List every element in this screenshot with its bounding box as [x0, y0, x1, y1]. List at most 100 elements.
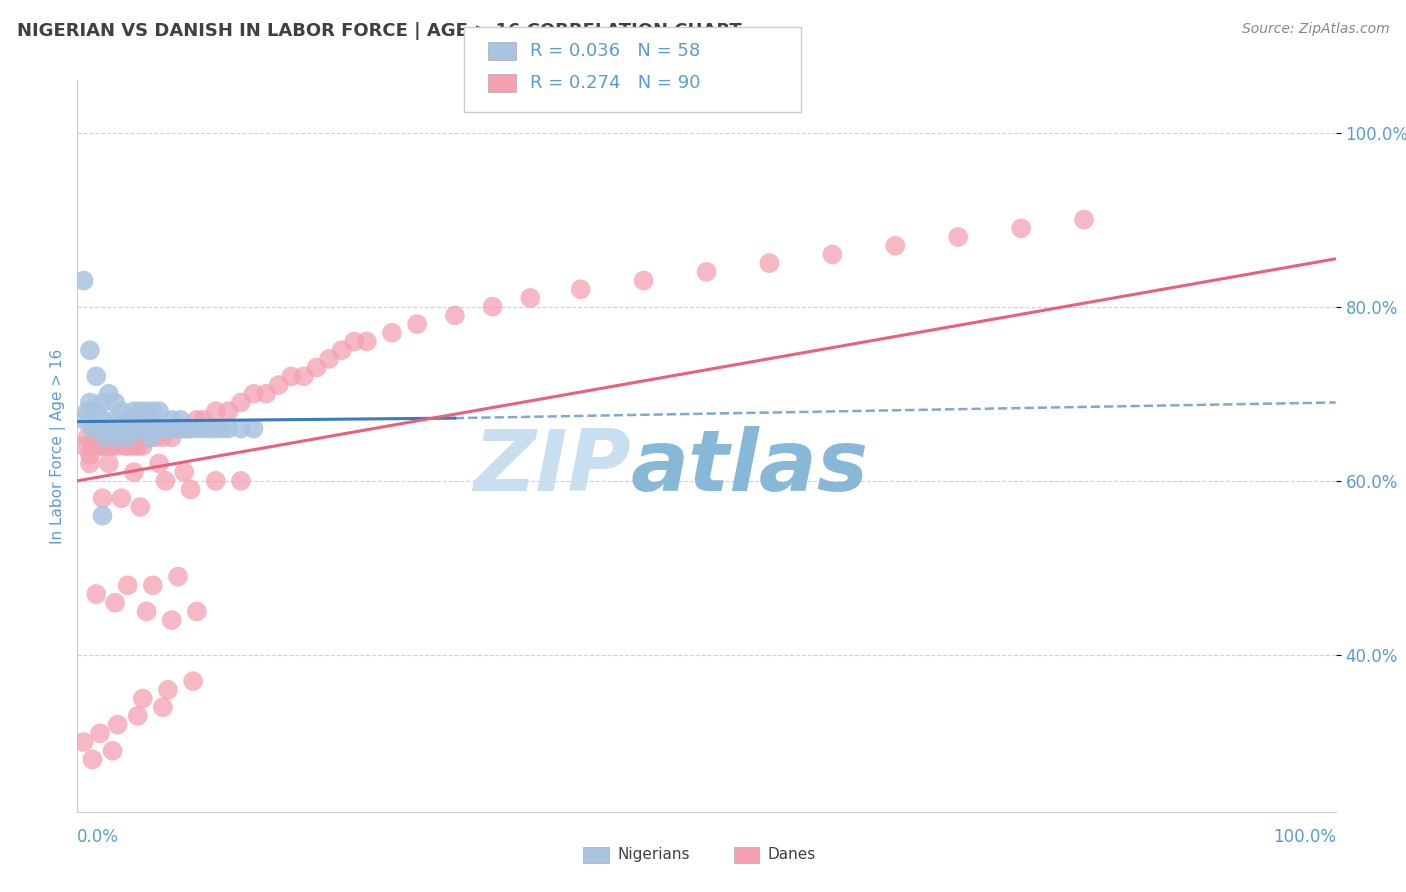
Point [132, 691, 155, 706]
Text: R = 0.036   N = 58: R = 0.036 N = 58 [530, 42, 700, 60]
Point [89, 421, 111, 435]
Point [155, 421, 177, 435]
Point [110, 404, 132, 418]
Point [122, 404, 145, 418]
Point [758, 256, 780, 270]
Point [139, 430, 162, 444]
Point [127, 439, 149, 453]
Point [173, 421, 195, 435]
Point [117, 430, 139, 444]
Point [152, 700, 174, 714]
Point [117, 413, 139, 427]
Text: Nigerians: Nigerians [617, 847, 690, 862]
Point [167, 421, 190, 435]
Point [110, 421, 132, 435]
Point [155, 421, 177, 435]
Point [305, 360, 328, 375]
Point [1073, 212, 1095, 227]
Point [444, 309, 467, 323]
Point [110, 491, 132, 506]
Point [127, 421, 149, 435]
Point [129, 421, 152, 435]
Point [180, 483, 202, 497]
Point [156, 682, 179, 697]
Point [129, 430, 152, 444]
Point [135, 604, 157, 618]
Text: ZIP: ZIP [474, 426, 631, 509]
Point [117, 439, 139, 453]
Point [72, 413, 94, 427]
Point [107, 421, 129, 435]
Point [204, 404, 226, 418]
Point [76, 404, 98, 418]
Point [101, 439, 124, 453]
Point [82, 439, 104, 453]
Point [91, 413, 114, 427]
Point [143, 430, 166, 444]
Point [242, 421, 264, 435]
Point [84, 369, 107, 384]
Point [79, 448, 101, 462]
Point [160, 613, 183, 627]
Point [91, 491, 114, 506]
Point [186, 413, 208, 427]
Point [79, 457, 101, 471]
Point [107, 439, 129, 453]
Point [381, 326, 404, 340]
Point [696, 265, 718, 279]
Point [165, 421, 187, 435]
Point [148, 421, 170, 435]
Point [72, 439, 94, 453]
Point [101, 744, 124, 758]
Text: atlas: atlas [631, 426, 869, 509]
Point [104, 430, 127, 444]
Point [94, 430, 117, 444]
Point [84, 430, 107, 444]
Text: Source: ZipAtlas.com: Source: ZipAtlas.com [1241, 22, 1389, 37]
Point [280, 369, 302, 384]
Point [204, 474, 226, 488]
Point [481, 300, 503, 314]
Point [267, 378, 290, 392]
Point [82, 752, 104, 766]
Point [120, 421, 142, 435]
Point [91, 508, 114, 523]
Point [135, 430, 157, 444]
Point [127, 709, 149, 723]
Point [104, 413, 127, 427]
Point [204, 421, 226, 435]
Point [211, 421, 233, 435]
Point [107, 717, 129, 731]
Y-axis label: In Labor Force | Age > 16: In Labor Force | Age > 16 [51, 349, 66, 543]
Point [139, 430, 162, 444]
Point [148, 404, 170, 418]
Point [229, 474, 252, 488]
Point [84, 587, 107, 601]
Point [229, 421, 252, 435]
Point [254, 386, 277, 401]
Point [89, 439, 111, 453]
Point [148, 457, 170, 471]
Point [160, 413, 183, 427]
Point [884, 238, 907, 252]
Point [160, 430, 183, 444]
Text: NIGERIAN VS DANISH IN LABOR FORCE | AGE > 16 CORRELATION CHART: NIGERIAN VS DANISH IN LABOR FORCE | AGE … [17, 22, 741, 40]
Point [122, 439, 145, 453]
Point [318, 351, 340, 366]
Point [167, 569, 190, 583]
Point [114, 439, 136, 453]
Point [191, 413, 215, 427]
Point [129, 500, 152, 514]
Point [186, 604, 208, 618]
Point [72, 735, 94, 749]
Point [91, 395, 114, 409]
Point [569, 282, 592, 296]
Point [242, 386, 264, 401]
Text: Danes: Danes [768, 847, 815, 862]
Point [821, 247, 844, 261]
Point [122, 465, 145, 479]
Point [132, 439, 155, 453]
Point [94, 430, 117, 444]
Point [343, 334, 366, 349]
Point [117, 578, 139, 592]
